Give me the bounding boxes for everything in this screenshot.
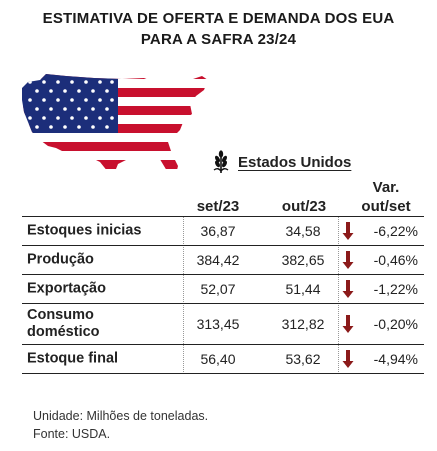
row-label-line1: Consumo [27, 307, 94, 323]
title-line-2: PARA A SAFRA 23/24 [140, 31, 297, 48]
column-header-var: Var. out/set [346, 178, 426, 216]
table-row: Consumo doméstico 313,45 312,82 -0,20% [22, 304, 424, 345]
table-row: Produção 384,42 382,65 -0,46% [22, 246, 424, 275]
value-out: 312,82 [281, 316, 325, 332]
footer-notes: Unidade: Milhões de toneladas. Fonte: US… [33, 407, 208, 443]
value-out: 53,62 [285, 351, 321, 367]
value-variation: -6,22% [373, 223, 418, 239]
value-out: 382,65 [281, 252, 325, 268]
row-label: Consumo doméstico [27, 307, 100, 341]
table-row: Exportação 52,07 51,44 -1,22% [22, 275, 424, 304]
column-header-var-line2: out/set [361, 198, 411, 215]
down-arrow-icon [342, 280, 354, 298]
column-divider [183, 216, 184, 374]
value-variation: -0,46% [373, 252, 418, 268]
value-out: 34,58 [285, 223, 321, 239]
value-set: 52,07 [200, 281, 236, 297]
row-label: Exportação [27, 280, 106, 297]
row-label-line2: doméstico [27, 324, 100, 340]
source-note: Fonte: USDA. [33, 427, 111, 441]
row-label: Estoque final [27, 350, 119, 367]
value-out: 51,44 [285, 281, 321, 297]
title-line-1: ESTIMATIVA DE OFERTA E DEMANDA DOS EUA [42, 10, 395, 27]
unit-note: Unidade: Milhões de toneladas. [33, 409, 209, 423]
page-title: ESTIMATIVA DE OFERTA E DEMANDA DOS EUA P… [0, 8, 437, 50]
down-arrow-icon [342, 251, 354, 269]
row-label: Produção [27, 251, 94, 268]
wheat-icon [213, 150, 229, 173]
usa-flag-map-icon [22, 74, 208, 176]
down-arrow-icon [342, 350, 354, 368]
value-set: 313,45 [196, 316, 240, 332]
value-variation: -4,94% [373, 351, 418, 367]
row-label: Estoques inicias [27, 222, 142, 239]
column-header-var-line1: Var. [372, 179, 400, 196]
value-variation: -0,20% [373, 316, 418, 332]
value-set: 384,42 [196, 252, 240, 268]
supply-demand-table: Estoques inicias 36,87 34,58 -6,22% Prod… [22, 216, 424, 374]
table-row: Estoque final 56,40 53,62 -4,94% [22, 345, 424, 374]
table-row: Estoques inicias 36,87 34,58 -6,22% [22, 216, 424, 246]
down-arrow-icon [342, 222, 354, 240]
value-set: 56,40 [200, 351, 236, 367]
column-header-set: set/23 [196, 198, 240, 215]
value-set: 36,87 [200, 223, 236, 239]
down-arrow-icon [342, 315, 354, 333]
column-divider [338, 216, 339, 374]
value-variation: -1,22% [373, 281, 418, 297]
region-header: Estados Unidos [210, 150, 351, 174]
column-header-out: out/23 [281, 198, 327, 215]
region-name: Estados Unidos [238, 153, 352, 171]
